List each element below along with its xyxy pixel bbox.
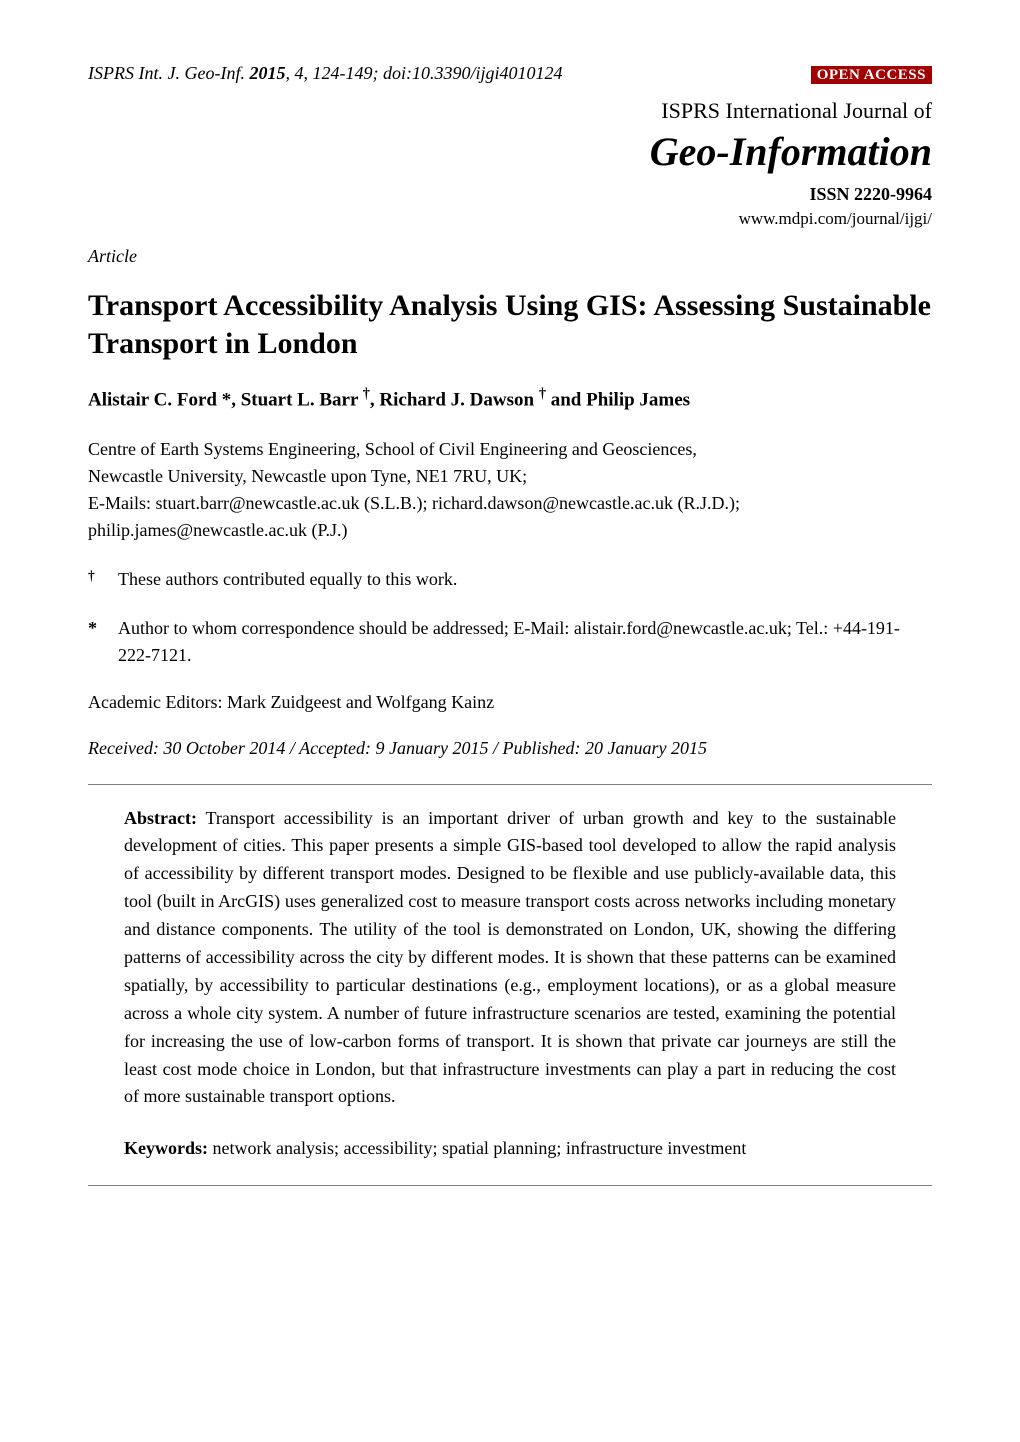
note-star-text: Author to whom correspondence should be … <box>118 615 932 669</box>
note-star: * Author to whom correspondence should b… <box>88 615 932 669</box>
affiliation-line1: Centre of Earth Systems Engineering, Sch… <box>88 439 697 459</box>
academic-editors: Academic Editors: Mark Zuidgeest and Wol… <box>88 689 932 715</box>
keywords: Keywords: network analysis; accessibilit… <box>124 1135 896 1161</box>
rule-bottom <box>88 1185 932 1186</box>
running-doi: doi:10.3390/ijgi4010124 <box>383 63 563 83</box>
author-notes: † These authors contributed equally to t… <box>88 566 932 669</box>
keywords-label: Keywords: <box>124 1138 208 1158</box>
note-dagger-text: These authors contributed equally to thi… <box>118 566 457 595</box>
article-dates: Received: 30 October 2014 / Accepted: 9 … <box>88 735 932 761</box>
article-type: Article <box>88 243 932 269</box>
note-dagger: † These authors contributed equally to t… <box>88 566 932 595</box>
running-year: 2015 <box>249 63 285 83</box>
open-access-badge: OPEN ACCESS <box>811 60 932 87</box>
abstract-container: Abstract: Transport accessibility is an … <box>88 805 932 1162</box>
abstract-text: Transport accessibility is an important … <box>124 808 896 1107</box>
open-access-label: OPEN ACCESS <box>811 66 932 84</box>
journal-url: www.mdpi.com/journal/ijgi/ <box>88 207 932 232</box>
running-journal-abbr: ISPRS Int. J. Geo-Inf. <box>88 63 245 83</box>
running-head: ISPRS Int. J. Geo-Inf. 2015, 4, 124-149;… <box>88 60 562 86</box>
article-title: Transport Accessibility Analysis Using G… <box>88 287 932 362</box>
abstract: Abstract: Transport accessibility is an … <box>124 805 896 1112</box>
journal-name: Geo-Information <box>88 123 932 181</box>
journal-issn: ISSN 2220-9964 <box>88 181 932 207</box>
note-marker-star: * <box>88 615 104 669</box>
affiliation-block: Centre of Earth Systems Engineering, Sch… <box>88 436 932 544</box>
note-marker-dagger: † <box>88 566 104 595</box>
keywords-text: network analysis; accessibility; spatial… <box>213 1138 747 1158</box>
page-header: ISPRS Int. J. Geo-Inf. 2015, 4, 124-149;… <box>88 60 932 87</box>
author-list: Alistair C. Ford *, Stuart L. Barr †, Ri… <box>88 384 932 414</box>
rule-top <box>88 784 932 785</box>
affiliation-line3: E-Mails: stuart.barr@newcastle.ac.uk (S.… <box>88 493 740 540</box>
abstract-label: Abstract: <box>124 808 197 828</box>
affiliation-line2: Newcastle University, Newcastle upon Tyn… <box>88 466 527 486</box>
running-year-value: 2015 <box>249 63 285 83</box>
running-pages: 124-149 <box>312 63 372 83</box>
journal-masthead: ISPRS International Journal of Geo-Infor… <box>88 95 932 232</box>
